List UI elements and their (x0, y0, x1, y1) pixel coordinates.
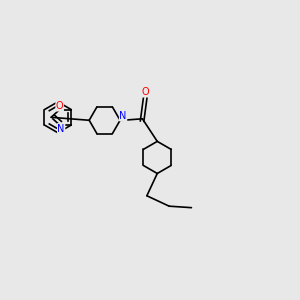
Text: N: N (119, 111, 127, 121)
Text: O: O (142, 87, 149, 97)
Text: O: O (56, 101, 64, 111)
Text: N: N (58, 124, 65, 134)
